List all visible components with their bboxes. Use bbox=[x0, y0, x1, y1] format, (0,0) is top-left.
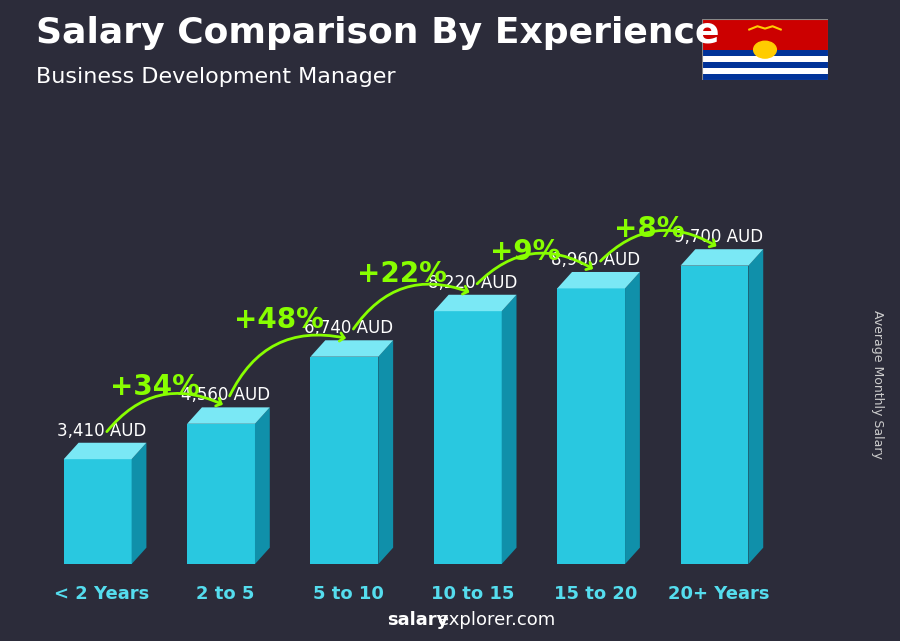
Polygon shape bbox=[749, 249, 763, 564]
Polygon shape bbox=[702, 56, 828, 62]
Text: 3,410 AUD: 3,410 AUD bbox=[58, 422, 147, 440]
Polygon shape bbox=[64, 443, 147, 459]
Polygon shape bbox=[310, 340, 393, 356]
Text: 8,960 AUD: 8,960 AUD bbox=[551, 251, 640, 269]
Text: Salary Comparison By Experience: Salary Comparison By Experience bbox=[36, 16, 719, 50]
Text: Business Development Manager: Business Development Manager bbox=[36, 67, 396, 87]
Text: Average Monthly Salary: Average Monthly Salary bbox=[871, 310, 884, 459]
Polygon shape bbox=[702, 62, 828, 68]
Polygon shape bbox=[378, 340, 393, 564]
Polygon shape bbox=[310, 356, 378, 564]
Text: +34%: +34% bbox=[111, 373, 201, 401]
Polygon shape bbox=[702, 19, 828, 50]
Text: +48%: +48% bbox=[234, 306, 324, 334]
Polygon shape bbox=[680, 249, 763, 265]
Text: 2 to 5: 2 to 5 bbox=[196, 585, 255, 603]
Text: explorer.com: explorer.com bbox=[438, 612, 555, 629]
Polygon shape bbox=[434, 311, 501, 564]
Text: 10 to 15: 10 to 15 bbox=[430, 585, 514, 603]
Text: 15 to 20: 15 to 20 bbox=[554, 585, 637, 603]
Text: salary: salary bbox=[387, 612, 448, 629]
Text: < 2 Years: < 2 Years bbox=[55, 585, 149, 603]
Polygon shape bbox=[187, 424, 255, 564]
Polygon shape bbox=[557, 272, 640, 288]
Text: 9,700 AUD: 9,700 AUD bbox=[674, 228, 763, 246]
Polygon shape bbox=[434, 295, 517, 311]
Polygon shape bbox=[680, 265, 749, 564]
Text: 20+ Years: 20+ Years bbox=[668, 585, 770, 603]
Text: 6,740 AUD: 6,740 AUD bbox=[304, 319, 393, 337]
Polygon shape bbox=[626, 272, 640, 564]
Polygon shape bbox=[557, 288, 626, 564]
Circle shape bbox=[753, 41, 777, 58]
Polygon shape bbox=[702, 50, 828, 56]
Text: 5 to 10: 5 to 10 bbox=[313, 585, 384, 603]
Text: 4,560 AUD: 4,560 AUD bbox=[181, 387, 270, 404]
Polygon shape bbox=[131, 443, 147, 564]
Polygon shape bbox=[501, 295, 517, 564]
Text: +8%: +8% bbox=[614, 215, 684, 243]
Polygon shape bbox=[255, 408, 270, 564]
Text: +22%: +22% bbox=[357, 260, 447, 288]
Text: 8,220 AUD: 8,220 AUD bbox=[428, 274, 517, 292]
Polygon shape bbox=[702, 68, 828, 74]
Polygon shape bbox=[702, 74, 828, 80]
Polygon shape bbox=[187, 408, 270, 424]
Polygon shape bbox=[64, 459, 131, 564]
Text: +9%: +9% bbox=[491, 238, 561, 265]
